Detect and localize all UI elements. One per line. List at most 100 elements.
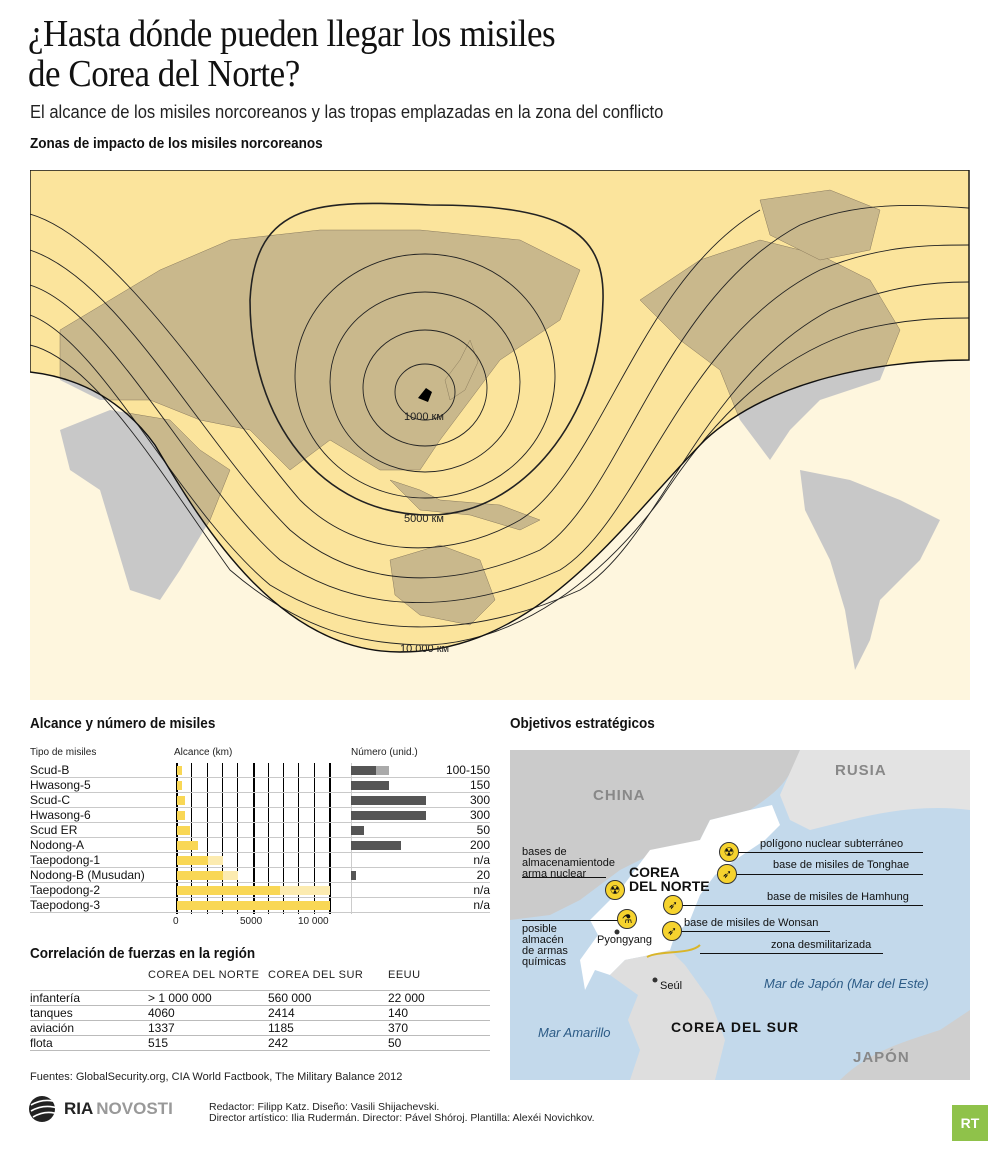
missile-count: 150 [469,778,490,792]
logo-ria-text: RIA [64,1099,94,1118]
text-line: almacén [522,934,564,946]
pyongyang-dot [614,929,620,935]
range-gridline [191,763,193,914]
row-label: tanques [30,1006,73,1020]
missile-count: 300 [469,793,490,807]
leader-line [522,920,618,921]
count-bar [351,766,376,775]
missile-row: Taepodong-2 n/a [30,883,490,898]
missile-name: Scud ER [30,823,78,837]
cell-value: 22 000 [388,991,425,1005]
missile-count: 50 [476,823,490,837]
japan-land [840,1010,970,1080]
leader-line [700,953,883,954]
row-label: flota [30,1036,53,1050]
label-north-korea: COREA DEL NORTE [629,865,710,893]
range-bar [177,856,208,865]
world-range-map [30,170,970,700]
range-rings [30,202,970,646]
range-gridline [221,763,223,914]
missile-name: Hwasong-5 [30,778,91,792]
logo-novosti-text: NOVOSTI [96,1099,173,1118]
label-seoul: Seúl [660,980,683,992]
table-row: infantería > 1 000 000 560 000 22 000 [30,991,490,1006]
table-row: flota 515 242 50 [30,1036,490,1051]
radiation-icon: ☢ [719,842,739,862]
leader-line [677,931,830,932]
title-line-1: ¿Hasta dónde pueden llegar los misiles [28,13,556,55]
cell-value: 242 [268,1036,289,1050]
cell-value: 515 [148,1036,169,1050]
missile-row: Nodong-B (Musudan) 20 [30,868,490,883]
missile-name: Scud-B [30,763,70,777]
label-yellow-sea: Mar Amarillo [538,1025,611,1040]
count-bar [351,841,401,850]
sources: Fuentes: GlobalSecurity.org, CIA World F… [30,1071,403,1083]
range-gridline [283,763,285,914]
ria-globe-icon [29,1096,61,1122]
world-map-heading: Zonas de impacto de los misiles norcorea… [30,135,323,152]
count-bar [351,826,364,835]
col-type: Tipo de misiles [30,747,97,758]
range-bar [177,886,280,895]
range-gridline [206,763,208,914]
table-top-border [30,990,490,991]
leader-line [738,852,923,853]
ring-label-1000: 1000 км [404,411,444,423]
count-bar [351,796,426,805]
range-gridline [176,763,178,914]
cell-value: 1337 [148,1021,175,1035]
label-japan-sea: Mar de Japón (Mar del Este) [764,976,929,991]
label-south-korea: COREA DEL SUR [671,1019,800,1035]
count-bar [351,781,389,790]
missile-row: Scud ER 50 [30,823,490,838]
cell-value: 560 000 [268,991,312,1005]
label-japan: JAPÓN [853,1049,910,1066]
south-korea-land [610,950,725,1080]
title-line-2: de Corea del Norte? [28,53,300,95]
missile-count: n/a [473,853,490,867]
russia-land [780,750,970,830]
missile-icon: ➶ [717,864,737,884]
missile-icon: ➶ [662,921,682,941]
range-gridline [252,763,255,914]
label-russia: RUSIA [835,762,887,779]
missile-count: 20 [476,868,490,882]
missile-count: 200 [469,838,490,852]
range-gridline [267,763,269,914]
missiles-heading: Alcance y número de misiles [30,715,216,732]
label-north-korea-2: DEL NORTE [629,878,710,894]
col-south-korea: COREA DEL SUR [268,969,364,981]
label-north-korea-1: COREA [629,864,680,880]
range-gridline [237,763,239,914]
north-korea-origin [418,388,432,402]
cell-value: 4060 [148,1006,175,1020]
missile-name: Nodong-A [30,838,85,852]
rt-logo: RT [952,1105,988,1141]
ring-label-10000: 10 000 км [400,643,450,655]
missile-icon: ➶ [663,895,683,915]
ria-novosti-logo: RIA NOVOSTI [27,1095,173,1123]
missile-name: Taepodong-1 [30,853,101,867]
missile-name: Nodong-B (Musudan) [30,868,145,882]
cell-value: 140 [388,1006,409,1020]
table-row: tanques 4060 2414 140 [30,1006,490,1021]
range-gridline [313,763,315,914]
range-bar [177,901,330,910]
axis-tick-5000: 5000 [240,916,263,927]
missile-row: Taepodong-3 n/a [30,898,490,913]
axis-tick-10000: 10 000 [298,916,329,927]
col-number: Número (unid.) [351,747,418,758]
range-bar [177,826,190,835]
count-bar [351,811,426,820]
text-line: posible [522,923,557,935]
credits-line-1: Redactor: Filipp Katz. Diseño: Vasili Sh… [209,1101,440,1113]
leader-line [680,905,923,906]
label-pyongyang: Pyongyang [597,934,653,946]
missile-row: Taepodong-1 n/a [30,853,490,868]
missile-count: n/a [473,898,490,912]
row-label: infantería [30,991,81,1005]
range-bar [177,766,182,775]
cell-value: > 1 000 000 [148,991,212,1005]
leader-line [522,877,606,878]
